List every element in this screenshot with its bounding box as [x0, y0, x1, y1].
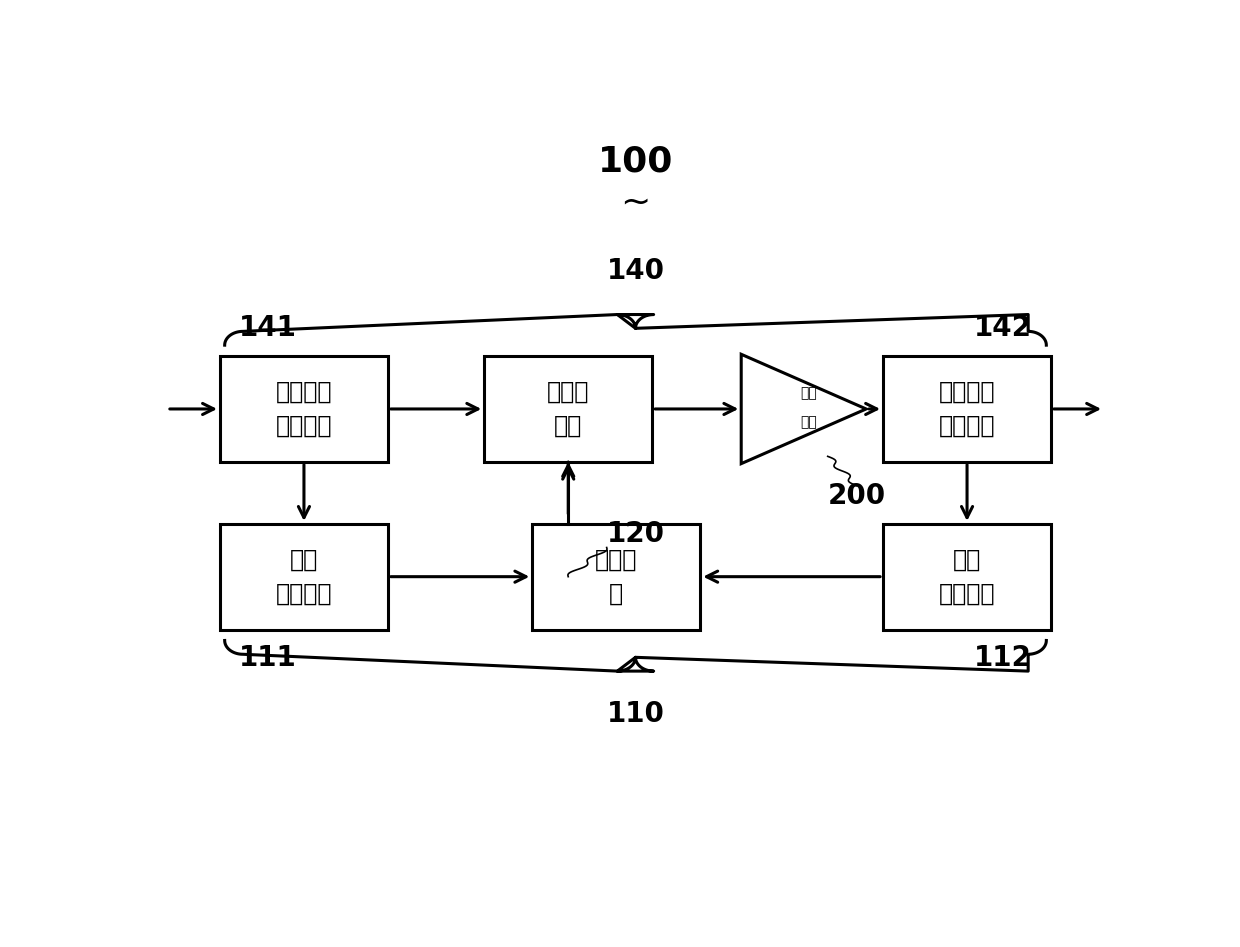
Bar: [883, 524, 1052, 630]
Text: 111: 111: [239, 644, 296, 672]
Text: 第一
鉴幅电路: 第一 鉴幅电路: [275, 548, 332, 605]
Text: 200: 200: [828, 482, 885, 509]
Text: 输出功率
耦合电路: 输出功率 耦合电路: [939, 380, 996, 438]
Bar: [883, 356, 1052, 462]
Text: 142: 142: [973, 313, 1032, 342]
Text: 第二
鉴幅电路: 第二 鉴幅电路: [939, 548, 996, 605]
Text: 110: 110: [606, 700, 665, 728]
Text: ~: ~: [620, 186, 651, 220]
Text: 运算电
路: 运算电 路: [595, 548, 637, 605]
Text: 100: 100: [598, 144, 673, 178]
Text: 140: 140: [606, 258, 665, 285]
Text: 120: 120: [606, 520, 665, 547]
Text: 112: 112: [975, 644, 1032, 672]
Bar: [484, 356, 652, 462]
Text: 输入功率
耦合电路: 输入功率 耦合电路: [275, 380, 332, 438]
Text: 移相器
电路: 移相器 电路: [547, 380, 589, 438]
Text: 电路: 电路: [800, 415, 817, 429]
Bar: [219, 356, 388, 462]
Text: 141: 141: [239, 313, 296, 342]
Text: 放大: 放大: [800, 386, 817, 400]
Bar: [532, 524, 701, 630]
Bar: [219, 524, 388, 630]
